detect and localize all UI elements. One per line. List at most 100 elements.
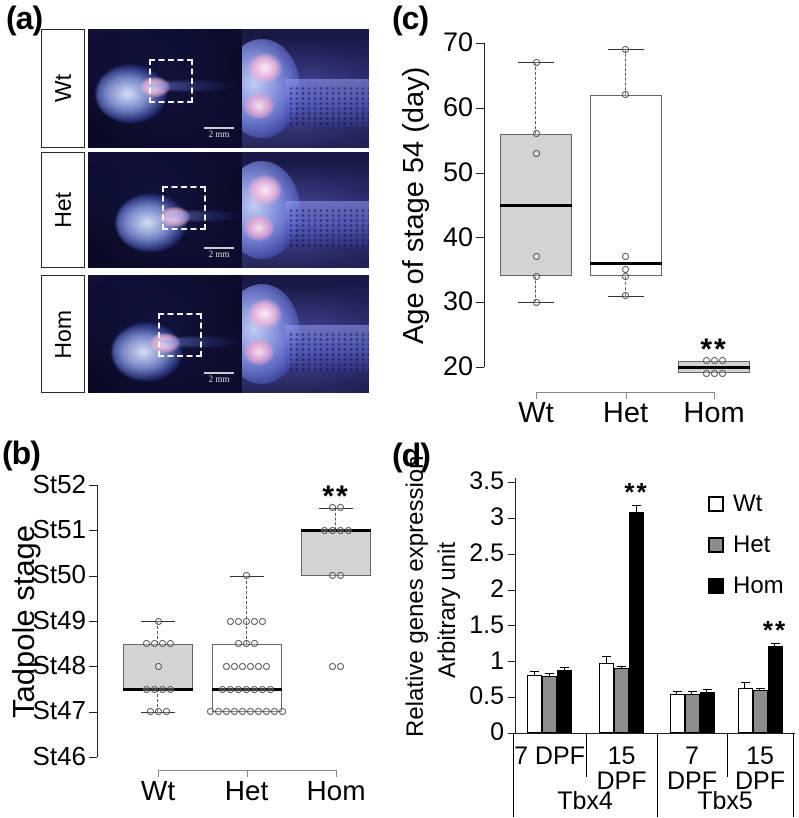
error-bar-cap — [770, 643, 780, 645]
tadpole-whole-view: 2 mm — [88, 275, 242, 393]
x-category-label: Het — [602, 397, 649, 429]
y-tick-label: 20 — [442, 351, 473, 382]
data-point — [328, 526, 336, 534]
whisker-lower — [535, 276, 537, 303]
data-point — [235, 640, 242, 648]
whisker-lower — [157, 689, 159, 712]
het-legend-swatch — [708, 537, 724, 553]
panel-b-letter: (b) — [2, 435, 41, 471]
data-point — [336, 572, 344, 580]
axis-table-separator — [513, 733, 514, 817]
significance-stars: ** — [322, 479, 350, 513]
data-point — [219, 685, 226, 693]
genotype-label: Het — [49, 192, 76, 228]
error-bar-cap — [602, 656, 611, 658]
data-point — [251, 640, 258, 648]
tadpole-micrograph: 2 mm — [88, 29, 369, 148]
genotype-label-box: Wt — [41, 29, 85, 148]
scale-bar-line — [204, 247, 234, 250]
whisker-upper — [245, 575, 247, 644]
data-point — [718, 369, 726, 377]
genotype-label: Wt — [49, 74, 76, 103]
genotype-label: Hom — [49, 309, 76, 359]
axis-table-separator — [586, 733, 587, 777]
median-line — [589, 261, 662, 265]
period-label: 7 DPF — [667, 742, 717, 795]
y-tick-label: 60 — [442, 91, 473, 122]
y-tick — [476, 367, 484, 368]
data-point — [622, 253, 629, 261]
data-point — [622, 45, 629, 53]
tadpole-tail-closeup — [285, 78, 369, 127]
error-bar-cap — [632, 504, 641, 506]
significance-stars: ** — [700, 332, 728, 366]
data-point — [243, 685, 250, 693]
error-bar — [605, 656, 607, 664]
iridescent-spot — [248, 52, 282, 83]
data-point — [239, 708, 246, 716]
x-category-label: Het — [224, 775, 269, 806]
legend-label: Hom — [733, 572, 784, 599]
data-point — [223, 708, 230, 716]
panel-b-boxplot: (b) Tadpole stage St46 St47 St48 St49 St50 St… — [0, 430, 390, 818]
data-point — [247, 708, 254, 716]
significance-stars: ** — [624, 476, 649, 507]
whisker-upper — [624, 49, 626, 95]
x-axis-tick — [336, 770, 337, 777]
tadpole-closeup-view — [242, 275, 369, 393]
data-point — [328, 572, 336, 580]
period-label: 15 DPF — [735, 742, 785, 795]
scale-bar-label: 2 mm — [208, 374, 230, 385]
data-point — [150, 640, 158, 648]
error-bar — [744, 682, 746, 688]
roi-dashed-rect — [162, 186, 206, 230]
x-axis-tick — [158, 770, 159, 777]
bar-het — [752, 689, 768, 733]
box — [211, 643, 282, 712]
gene-label: Tbx4 — [557, 787, 613, 815]
tadpole-closeup-view — [242, 152, 369, 268]
legend: Wt Het Hom — [708, 490, 784, 600]
scale-bar-label: 2 mm — [208, 129, 230, 140]
roi-dashed-rect — [149, 59, 193, 103]
genotype-label-box: Het — [41, 152, 85, 268]
data-point — [532, 58, 540, 66]
data-point — [259, 685, 266, 693]
wt-legend-swatch — [708, 496, 724, 512]
scale-bar-line — [204, 127, 234, 130]
y-tick — [508, 482, 515, 484]
legend-label: Wt — [733, 490, 763, 517]
data-point — [328, 504, 336, 512]
y-tick — [508, 697, 515, 699]
data-point — [718, 357, 726, 365]
panel-a-letter: (a) — [6, 0, 43, 36]
error-bar-cap — [740, 682, 750, 684]
data-point — [154, 662, 162, 670]
y-tick — [89, 530, 97, 532]
tail-speckles — [287, 86, 369, 127]
gene-label: Tbx5 — [697, 787, 753, 815]
x-category-label: Hom — [683, 397, 745, 429]
panel-c-boxplot: (c) Age of stage 54 (day) 20 30 40 50 60 70 **… — [390, 0, 799, 430]
data-point — [223, 662, 230, 670]
data-point — [251, 685, 258, 693]
bar-wt — [669, 693, 685, 733]
y-tick-label: St50 — [32, 559, 87, 590]
data-point — [227, 617, 234, 625]
error-bar — [774, 643, 776, 647]
data-point — [336, 504, 344, 512]
data-point — [702, 357, 710, 365]
y-tick-label: St51 — [32, 514, 87, 545]
x-axis-tick — [536, 392, 537, 399]
period-label: 7 DPF — [514, 742, 585, 770]
y-tick-label: 1.5 — [469, 610, 504, 639]
y-tick-label: 0 — [490, 718, 504, 747]
data-point — [158, 685, 166, 693]
box — [301, 530, 371, 576]
iridescent-spot — [244, 214, 274, 241]
y-tick — [89, 575, 97, 577]
data-point — [215, 708, 222, 716]
data-point — [336, 662, 344, 670]
data-point — [532, 298, 540, 306]
